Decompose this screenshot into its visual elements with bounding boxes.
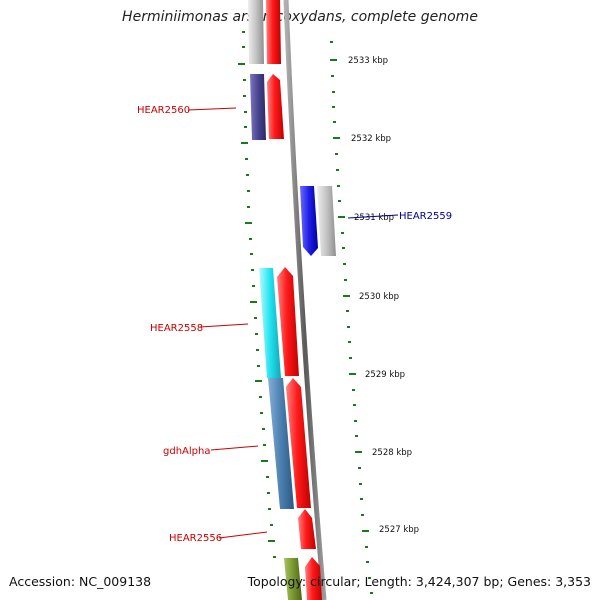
gene-hear2558[interactable] bbox=[259, 268, 281, 378]
label-hear2559[interactable]: HEAR2559 bbox=[399, 211, 452, 222]
leader-gdhalpha bbox=[210, 445, 259, 451]
label-gdhalpha[interactable]: gdhAlpha bbox=[163, 446, 210, 457]
gene-grey-top[interactable] bbox=[248, 0, 264, 64]
gene-forward-gdhalpha[interactable] bbox=[286, 378, 311, 508]
gene-forward-bottom[interactable] bbox=[305, 557, 322, 600]
label-hear2556[interactable]: HEAR2556 bbox=[169, 533, 222, 544]
leader-hear2560 bbox=[187, 107, 237, 111]
gene-grey-hear2559-pair[interactable] bbox=[317, 186, 336, 256]
gene-forward-hear2558[interactable] bbox=[277, 267, 299, 376]
leader-hear2558 bbox=[199, 323, 249, 328]
gene-olive-bottom[interactable] bbox=[284, 558, 302, 600]
gene-forward-hear2560[interactable] bbox=[267, 74, 284, 139]
map-title: Herminiimonas arsenicoxydans, complete g… bbox=[122, 9, 478, 25]
gene-hear2560[interactable] bbox=[250, 74, 266, 140]
label-hear2560[interactable]: HEAR2560 bbox=[137, 105, 190, 116]
scale-label-2531: 2531 kbp bbox=[354, 213, 394, 223]
gene-forward-top[interactable] bbox=[266, 0, 281, 64]
leader-hear2559 bbox=[347, 214, 399, 219]
scale-label-2529: 2529 kbp bbox=[365, 370, 405, 380]
scale-label-2528: 2528 kbp bbox=[372, 448, 412, 458]
leader-hear2556 bbox=[218, 531, 268, 539]
scale-label-2533: 2533 kbp bbox=[348, 56, 388, 66]
outer-tick-marks bbox=[330, 41, 373, 594]
scale-label-2527: 2527 kbp bbox=[379, 525, 419, 535]
topology-label: Topology: circular; Length: 3,424,307 bp… bbox=[247, 574, 591, 589]
gene-forward-hear2556[interactable] bbox=[298, 509, 316, 549]
scale-label-2530: 2530 kbp bbox=[359, 292, 399, 302]
gene-hear2559[interactable] bbox=[300, 186, 318, 256]
accession-label: Accession: NC_009138 bbox=[9, 574, 152, 589]
inner-tick-marks bbox=[238, 31, 276, 558]
gene-gdhalpha[interactable] bbox=[268, 378, 294, 509]
genome-backbone bbox=[283, 0, 327, 600]
label-hear2558[interactable]: HEAR2558 bbox=[150, 323, 203, 334]
scale-label-2532: 2532 kbp bbox=[351, 134, 391, 144]
